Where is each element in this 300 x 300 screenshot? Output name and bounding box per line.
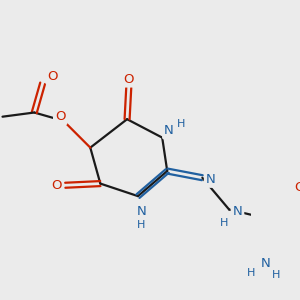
Text: N: N <box>164 124 174 137</box>
Text: O: O <box>55 110 65 123</box>
Text: H: H <box>247 268 255 278</box>
Text: O: O <box>47 70 58 83</box>
Text: O: O <box>52 179 62 192</box>
Text: H: H <box>176 119 185 129</box>
Text: H: H <box>137 220 146 230</box>
Text: N: N <box>206 173 216 186</box>
Text: H: H <box>220 218 228 228</box>
Text: O: O <box>124 73 134 85</box>
Text: O: O <box>294 181 300 194</box>
Text: N: N <box>136 205 146 218</box>
Text: N: N <box>232 205 242 218</box>
Text: N: N <box>261 256 271 269</box>
Text: H: H <box>272 270 280 280</box>
